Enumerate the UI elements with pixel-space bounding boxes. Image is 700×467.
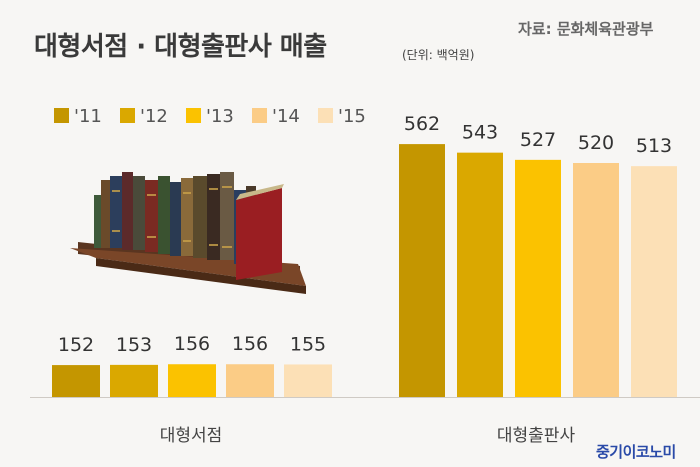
bar — [110, 364, 158, 397]
bookshelf-illustration — [70, 172, 306, 294]
legend-swatch — [318, 108, 333, 123]
unit-label: (단위: 백억원) — [402, 48, 475, 62]
value-label: 152 — [58, 334, 94, 356]
bars — [52, 144, 677, 397]
legend-swatch — [186, 108, 201, 123]
value-labels: 152 153 156 156 155 562 543 527 520 513 — [58, 113, 672, 356]
value-label: 513 — [636, 135, 672, 157]
bar — [284, 364, 332, 397]
legend-item: '12 — [120, 106, 168, 127]
category-label: 대형서점 — [160, 426, 223, 446]
legend-label: '14 — [272, 106, 300, 127]
value-label: 520 — [578, 132, 614, 154]
value-label: 527 — [520, 129, 556, 151]
legend-label: '13 — [206, 106, 234, 127]
bar — [631, 166, 677, 397]
value-label: 543 — [462, 122, 498, 144]
legend-item: '15 — [318, 106, 366, 127]
source-note: 자료: 문화체육관광부 — [518, 20, 654, 38]
bar — [573, 163, 619, 397]
bar — [52, 365, 100, 397]
bar — [457, 152, 503, 397]
value-label: 562 — [404, 113, 440, 135]
legend-swatch — [120, 108, 135, 123]
value-label: 153 — [116, 334, 152, 356]
page-title: 대형서점 · 대형출판사 매출 — [34, 32, 327, 62]
bar — [168, 364, 216, 397]
legend-label: '15 — [338, 106, 366, 127]
legend-swatch — [252, 108, 267, 123]
bar — [515, 159, 561, 397]
value-label: 156 — [232, 333, 268, 355]
legend-swatch — [54, 108, 69, 123]
bar — [399, 144, 445, 397]
legend-item: '14 — [252, 106, 300, 127]
publisher-logo: 중기이코노미 — [596, 443, 676, 461]
legend: '11 '12 '13 '14 '15 — [54, 106, 366, 127]
category-label: 대형출판사 — [497, 426, 576, 446]
legend-item: '13 — [186, 106, 234, 127]
legend-label: '11 — [74, 106, 102, 127]
value-label: 155 — [290, 333, 326, 355]
legend-label: '12 — [140, 106, 168, 127]
bar — [226, 364, 274, 397]
value-label: 156 — [174, 333, 210, 355]
legend-item: '11 — [54, 106, 102, 127]
